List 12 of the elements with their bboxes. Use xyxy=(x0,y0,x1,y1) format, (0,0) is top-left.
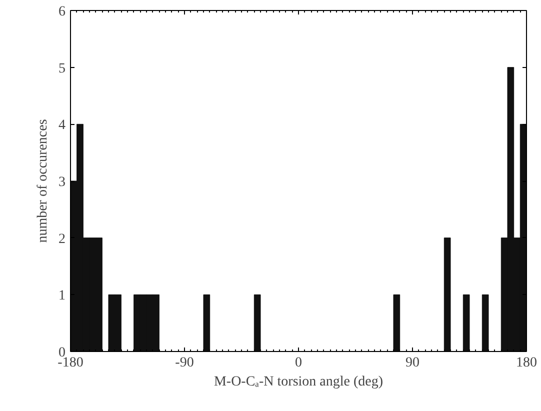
y-tick-label: 2 xyxy=(58,232,66,247)
y-tick-label: 6 xyxy=(58,4,66,20)
x-tick-label: 0 xyxy=(295,356,302,370)
y-tick-label: 3 xyxy=(58,175,66,190)
x-axis-title: M-O-Cₐ-N torsion angle (deg) xyxy=(214,374,384,390)
y-tick-label: 1 xyxy=(58,288,66,304)
x-tick-label: 180 xyxy=(516,356,537,370)
x-tick-label: 90 xyxy=(406,356,420,370)
x-tick-label: -90 xyxy=(175,356,194,370)
y-axis-title: number of occurences xyxy=(36,119,50,243)
y-tick-label: 5 xyxy=(58,61,66,76)
y-tick-label: 4 xyxy=(58,118,66,134)
